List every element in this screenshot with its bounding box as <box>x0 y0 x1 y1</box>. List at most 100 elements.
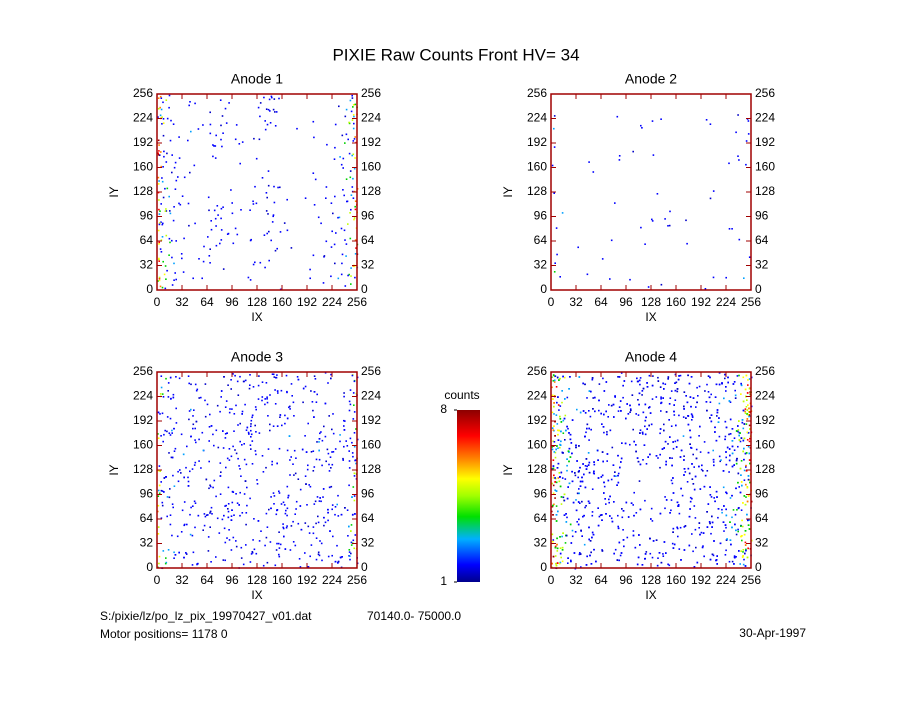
count-pixel <box>335 232 337 234</box>
count-pixel <box>577 471 580 473</box>
count-pixel <box>617 376 619 378</box>
count-pixel <box>586 423 589 426</box>
count-pixel <box>340 513 343 516</box>
count-pixel <box>725 386 727 388</box>
count-pixel <box>349 170 352 172</box>
count-pixel <box>688 472 691 475</box>
count-pixel <box>644 433 647 436</box>
count-pixel <box>190 130 192 133</box>
count-pixel <box>551 446 553 448</box>
count-pixel <box>171 429 173 432</box>
count-pixel <box>351 97 354 99</box>
count-pixel <box>327 508 329 511</box>
count-pixel <box>559 547 562 549</box>
count-pixel <box>644 243 646 245</box>
count-pixel <box>632 534 635 537</box>
count-pixel <box>350 552 352 555</box>
count-pixel <box>674 399 677 401</box>
count-pixel <box>269 429 271 432</box>
count-pixel <box>225 504 227 507</box>
count-pixel <box>319 540 321 542</box>
count-pixel <box>157 139 160 142</box>
count-pixel <box>706 526 709 528</box>
count-pixel <box>266 398 268 400</box>
x-tick-label: 256 <box>741 573 761 587</box>
count-pixel <box>173 557 175 559</box>
count-pixel <box>586 273 589 276</box>
y-tick-label: 128 <box>133 184 153 198</box>
count-pixel <box>171 432 173 434</box>
x-tick-label: 128 <box>247 573 267 587</box>
y-tick-label-right: 96 <box>361 209 375 223</box>
count-pixel <box>614 202 616 204</box>
count-pixel <box>748 440 751 443</box>
count-pixel <box>576 460 578 462</box>
count-pixel <box>181 257 183 260</box>
count-pixel <box>748 414 750 416</box>
count-pixel <box>268 259 270 262</box>
count-pixel <box>157 176 160 179</box>
count-pixel <box>678 375 680 377</box>
count-pixel <box>191 534 194 537</box>
count-pixel <box>696 386 698 389</box>
count-pixel <box>354 276 356 279</box>
count-pixel <box>747 547 749 550</box>
count-pixel <box>629 278 631 281</box>
count-pixel <box>558 409 560 411</box>
count-pixel <box>574 472 576 474</box>
count-pixel <box>607 479 610 482</box>
count-pixel <box>588 390 591 392</box>
count-pixel <box>665 411 668 413</box>
count-pixel <box>731 516 733 519</box>
count-pixel <box>330 377 332 380</box>
count-pixel <box>552 492 555 495</box>
count-pixel <box>164 562 167 565</box>
count-image <box>551 372 753 570</box>
count-pixel <box>737 425 739 427</box>
count-pixel <box>565 429 567 432</box>
count-pixel <box>157 183 160 185</box>
y-axis-label: IY <box>501 186 515 197</box>
count-pixel <box>210 561 212 563</box>
count-pixel <box>194 502 197 504</box>
count-pixel <box>349 99 352 102</box>
count-pixel <box>642 459 644 461</box>
count-pixel <box>638 534 640 536</box>
y-tick-label: 224 <box>133 389 153 403</box>
count-pixel <box>675 424 677 427</box>
count-pixel <box>575 444 577 447</box>
count-pixel <box>240 209 242 211</box>
count-pixel <box>267 448 270 450</box>
count-pixel <box>271 221 274 223</box>
count-pixel <box>282 527 285 530</box>
count-pixel <box>597 524 600 527</box>
count-pixel <box>235 404 237 407</box>
count-pixel <box>659 428 662 430</box>
count-pixel <box>328 463 330 466</box>
count-pixel <box>676 439 679 442</box>
count-pixel <box>350 541 353 544</box>
count-pixel <box>252 200 254 203</box>
count-pixel <box>561 212 564 214</box>
count-pixel <box>269 394 271 396</box>
count-pixel <box>330 485 333 488</box>
count-pixel <box>683 468 686 470</box>
count-pixel <box>276 390 279 392</box>
count-pixel <box>691 497 693 500</box>
count-pixel <box>733 563 735 565</box>
count-pixel <box>703 485 706 488</box>
count-pixel <box>160 517 163 519</box>
count-pixel <box>576 492 579 495</box>
count-pixel <box>194 383 197 386</box>
count-pixel <box>198 397 200 399</box>
count-pixel <box>193 464 196 466</box>
count-pixel <box>672 447 675 450</box>
count-pixel <box>353 499 356 502</box>
count-pixel <box>637 380 639 383</box>
y-tick-label: 96 <box>534 487 548 501</box>
count-pixel <box>195 441 197 444</box>
count-pixel <box>651 120 654 122</box>
count-pixel <box>679 456 682 458</box>
count-pixel <box>731 428 734 430</box>
count-pixel <box>157 107 160 110</box>
